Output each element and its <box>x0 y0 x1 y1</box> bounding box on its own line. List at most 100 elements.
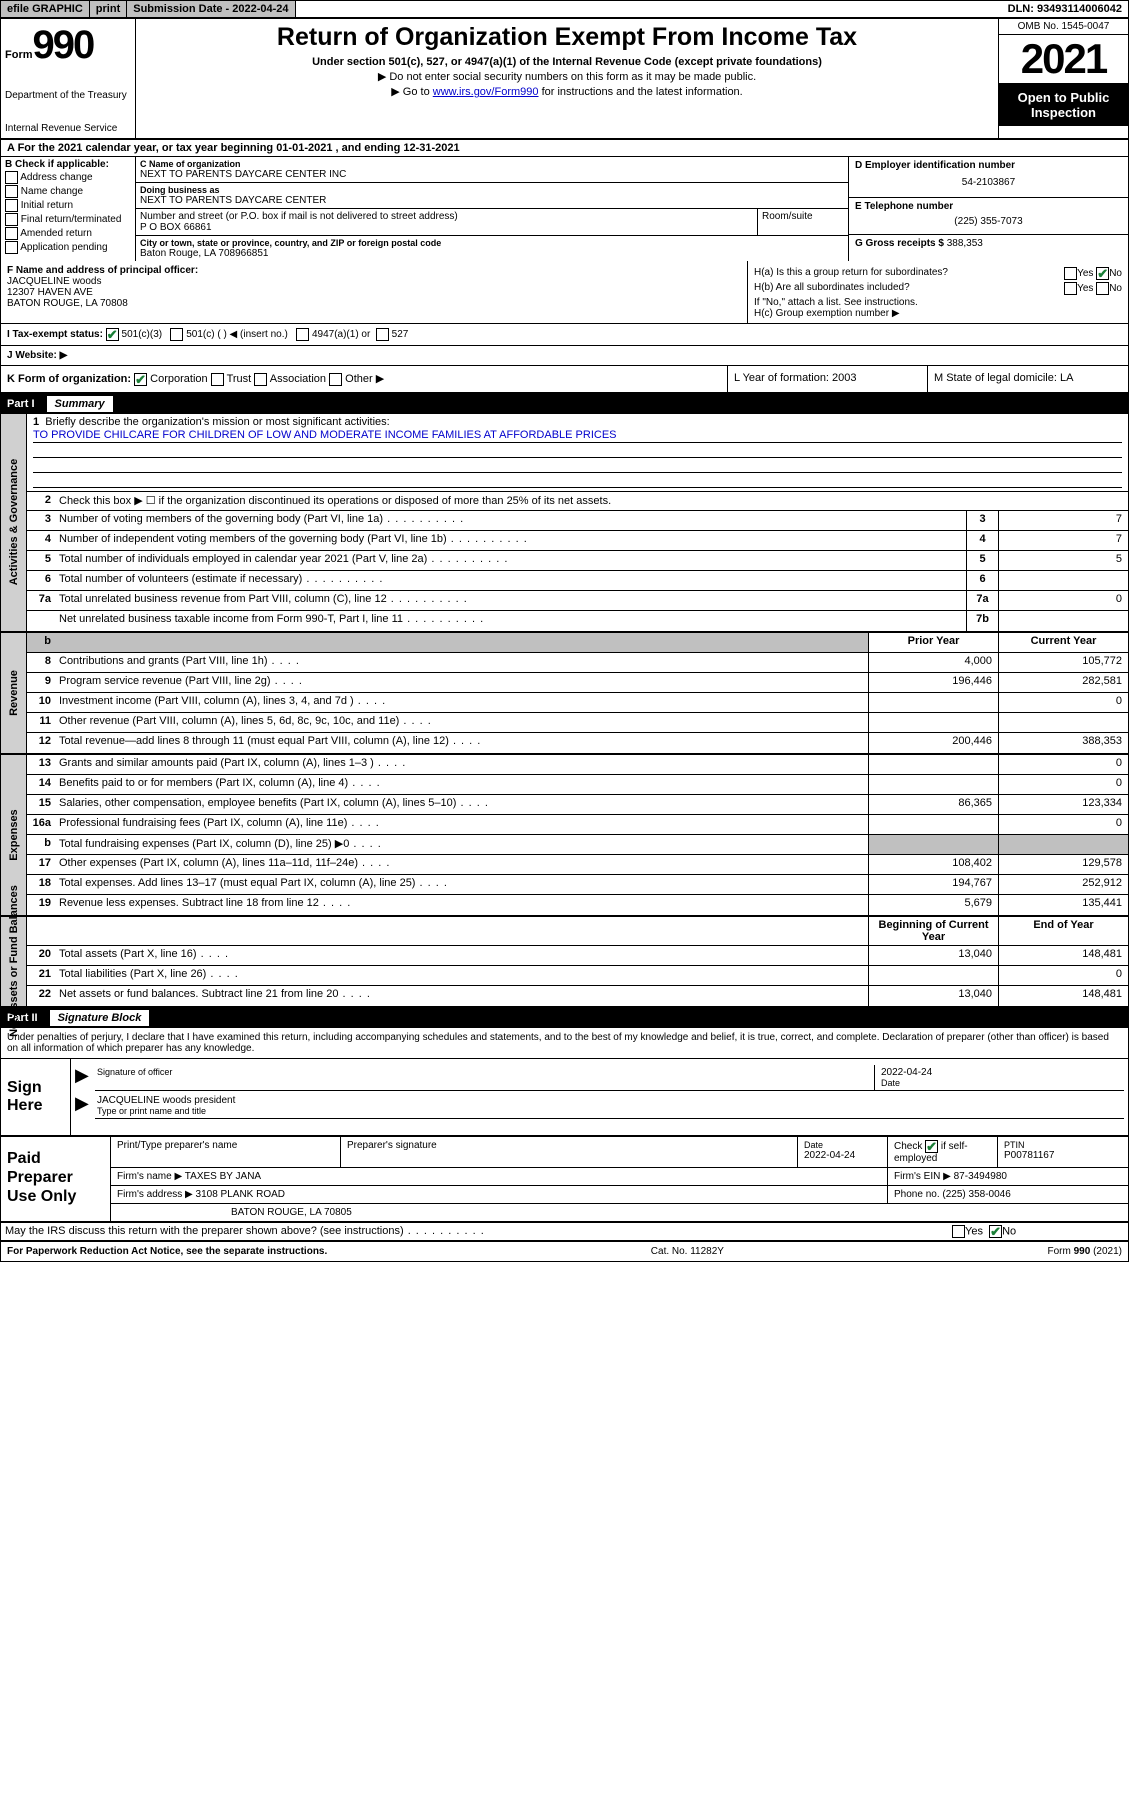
exp-block: Expenses 13 Grants and similar amounts p… <box>1 755 1128 917</box>
hb-no[interactable] <box>1096 282 1109 295</box>
hdr-beg: Beginning of Current Year <box>868 917 998 945</box>
phone: (225) 355-7073 <box>855 212 1122 231</box>
ein: 54-2103867 <box>855 171 1122 194</box>
table-row: 22 Net assets or fund balances. Subtract… <box>27 986 1128 1006</box>
topbar: efile GRAPHIC print Submission Date - 20… <box>0 0 1129 18</box>
print-button[interactable]: print <box>90 1 127 17</box>
city-label: City or town, state or province, country… <box>140 238 844 248</box>
chk-trust[interactable] <box>211 373 224 386</box>
officer-printed: JACQUELINE woods president <box>97 1095 1122 1106</box>
room-label: Room/suite <box>762 211 844 222</box>
prep-name-lbl: Print/Type preparer's name <box>111 1137 341 1167</box>
sig-officer-label: Signature of officer <box>97 1067 872 1077</box>
tax-year: 2021 <box>999 35 1128 84</box>
chk-selfemp[interactable] <box>925 1140 938 1153</box>
discuss-no[interactable] <box>989 1225 1002 1238</box>
chk-pending[interactable]: Application pending <box>5 241 131 254</box>
discuss-yes[interactable] <box>952 1225 965 1238</box>
table-row: 20 Total assets (Part X, line 16) 13,040… <box>27 946 1128 966</box>
table-row: 17 Other expenses (Part IX, column (A), … <box>27 855 1128 875</box>
efile-button[interactable]: efile GRAPHIC <box>1 1 90 17</box>
dba-label: Doing business as <box>140 185 844 195</box>
col-cd3: C Name of organization NEXT TO PARENTS D… <box>136 157 848 261</box>
chk-final[interactable]: Final return/terminated <box>5 213 131 226</box>
firm-city: BATON ROUGE, LA 70805 <box>111 1204 1128 1221</box>
table-row: 12 Total revenue—add lines 8 through 11 … <box>27 733 1128 753</box>
form-990: Form990 Department of the Treasury Inter… <box>0 18 1129 1262</box>
chk-amended[interactable]: Amended return <box>5 227 131 240</box>
side-net: Net Assets or Fund Balances <box>1 917 27 1006</box>
discuss-line: May the IRS discuss this return with the… <box>1 1223 948 1240</box>
part1-header: Part I Summary <box>1 394 1128 414</box>
chk-501c[interactable] <box>170 328 183 341</box>
irs-label: Internal Revenue Service <box>5 123 131 134</box>
d-label: D Employer identification number <box>855 160 1122 171</box>
chk-initial[interactable]: Initial return <box>5 199 131 212</box>
street-val: P O BOX 66861 <box>140 222 753 233</box>
f-label: F Name and address of principal officer: <box>7 265 741 276</box>
table-row: 18 Total expenses. Add lines 13–17 (must… <box>27 875 1128 895</box>
ptin: P00781167 <box>1004 1150 1122 1161</box>
side-rev: Revenue <box>1 633 27 753</box>
chk-4947[interactable] <box>296 328 309 341</box>
table-row: 6 Total number of volunteers (estimate i… <box>27 571 1128 591</box>
firm-ein: 87-3494980 <box>954 1171 1007 1182</box>
form-subtitle: Under section 501(c), 527, or 4947(a)(1)… <box>144 56 990 68</box>
chk-name[interactable]: Name change <box>5 185 131 198</box>
dept-treasury: Department of the Treasury <box>5 90 131 101</box>
line-2: Check this box ▶ ☐ if the organization d… <box>55 492 1128 510</box>
dba-name: NEXT TO PARENTS DAYCARE CENTER <box>140 195 844 206</box>
table-row: 8 Contributions and grants (Part VIII, l… <box>27 653 1128 673</box>
table-row: 7a Total unrelated business revenue from… <box>27 591 1128 611</box>
officer-name: JACQUELINE woods <box>7 276 741 287</box>
line-a: A For the 2021 calendar year, or tax yea… <box>1 140 1128 157</box>
chk-other[interactable] <box>329 373 342 386</box>
org-name: NEXT TO PARENTS DAYCARE CENTER INC <box>140 169 844 180</box>
hdr-curr: Current Year <box>998 633 1128 652</box>
officer-addr2: BATON ROUGE, LA 70808 <box>7 298 741 309</box>
gross-receipts: 388,353 <box>947 238 983 249</box>
table-row: 4 Number of independent voting members o… <box>27 531 1128 551</box>
net-block: Net Assets or Fund Balances Beginning of… <box>1 917 1128 1008</box>
page-footer: For Paperwork Reduction Act Notice, see … <box>1 1242 1128 1261</box>
hc-label: H(c) Group exemption number ▶ <box>754 308 1122 319</box>
hb-yes[interactable] <box>1064 282 1077 295</box>
year-formation: L Year of formation: 2003 <box>728 366 928 392</box>
chk-address[interactable]: Address change <box>5 171 131 184</box>
chk-corp[interactable] <box>134 373 147 386</box>
street-label: Number and street (or P.O. box if mail i… <box>140 211 753 222</box>
table-row: 19 Revenue less expenses. Subtract line … <box>27 895 1128 915</box>
ha-yes[interactable] <box>1064 267 1077 280</box>
line-i: I Tax-exempt status: 501(c)(3) 501(c) ( … <box>1 324 1128 346</box>
dln: DLN: 93493114006042 <box>1002 1 1128 17</box>
city-val: Baton Rouge, LA 708966851 <box>140 248 844 259</box>
chk-527[interactable] <box>376 328 389 341</box>
form-label: Form <box>5 49 33 61</box>
ha-no[interactable] <box>1096 267 1109 280</box>
officer-addr1: 12307 HAVEN AVE <box>7 287 741 298</box>
goto-note: ▶ Go to www.irs.gov/Form990 for instruct… <box>144 85 990 98</box>
table-row: 16a Professional fundraising fees (Part … <box>27 815 1128 835</box>
line-1: 1 Briefly describe the organization's mi… <box>27 414 1128 491</box>
b-label: B Check if applicable: <box>5 159 131 170</box>
cat-no: Cat. No. 11282Y <box>651 1246 724 1257</box>
col-defg: D Employer identification number 54-2103… <box>848 157 1128 261</box>
open-inspection: Open to Public Inspection <box>999 84 1128 126</box>
chk-501c3[interactable] <box>106 328 119 341</box>
table-row: Net unrelated business taxable income fr… <box>27 611 1128 631</box>
sign-here: Sign Here ▶ Signature of officer 2022-04… <box>1 1059 1128 1137</box>
rev-block: Revenue bPrior YearCurrent Year 8 Contri… <box>1 633 1128 755</box>
table-row: 9 Program service revenue (Part VIII, li… <box>27 673 1128 693</box>
state-domicile: M State of legal domicile: LA <box>928 366 1128 392</box>
e-label: E Telephone number <box>855 201 1122 212</box>
table-row: 15 Salaries, other compensation, employe… <box>27 795 1128 815</box>
chk-assoc[interactable] <box>254 373 267 386</box>
arrow-icon: ▶ <box>75 1065 95 1091</box>
irs-link[interactable]: www.irs.gov/Form990 <box>433 86 539 98</box>
firm-addr: 3108 PLANK ROAD <box>196 1189 286 1200</box>
prep-sig-lbl: Preparer's signature <box>341 1137 798 1167</box>
prep-date: 2022-04-24 <box>804 1150 881 1161</box>
sig-date: 2022-04-24 <box>881 1067 1118 1078</box>
form-number: 990 <box>33 23 94 67</box>
paid-preparer: Paid Preparer Use Only Print/Type prepar… <box>1 1137 1128 1223</box>
